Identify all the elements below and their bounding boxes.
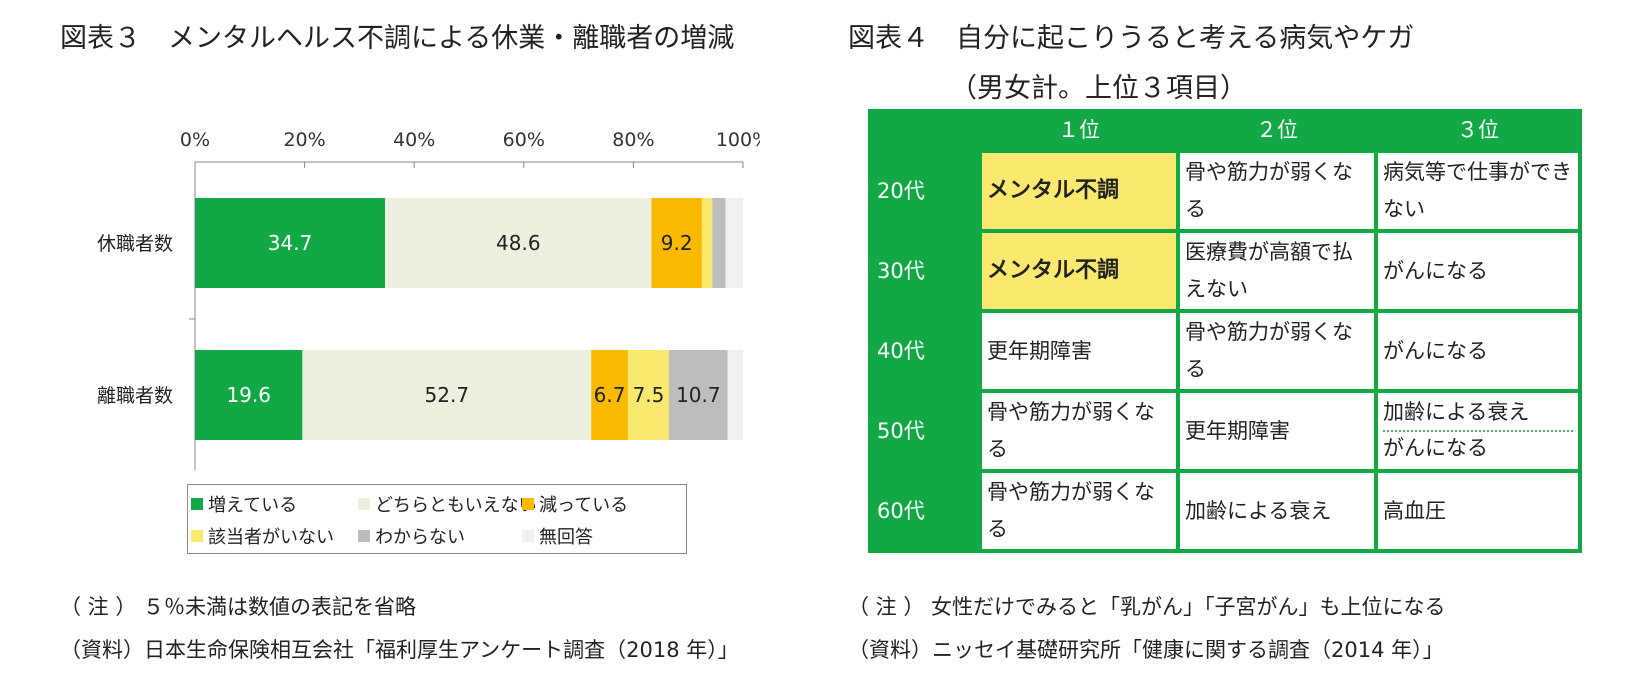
rank-3-cell: 高血圧 (1374, 469, 1582, 553)
rank-3-item-b: がんになる (1383, 436, 1488, 460)
chart-legend: 増えている どちらともいえない 減っている 該当者がいない わからない 無回答 (187, 484, 687, 554)
x-tick-label: 80% (612, 129, 654, 151)
fig3-note: （ 注 ） ５％未満は数値の表記を省略 (60, 595, 417, 619)
table-row-40s: 40代 更年期障害 骨や筋力が弱くなる がんになる (868, 309, 1582, 393)
x-tick-label: 20% (283, 129, 325, 151)
bar-segment (627, 350, 670, 440)
table-row-60s: 60代 骨や筋力が弱くなる 加齢による衰え 高血圧 (868, 469, 1582, 553)
category-label: 休職者数 (97, 233, 173, 255)
x-tick-label: 100% (716, 129, 760, 151)
x-tick-label: 60% (503, 129, 545, 151)
rank-2-cell: 骨や筋力が弱くなる (1176, 309, 1378, 393)
rank-2-cell: 骨や筋力が弱くなる (1176, 149, 1378, 233)
legend-label-decreasing: 減っている (539, 495, 629, 516)
rank-3-cell: がんになる (1374, 309, 1582, 393)
fig4-source: （資料）ニッセイ基礎研究所「健康に関する調査（2014 年）」 (848, 638, 1444, 662)
rank-1-cell: メンタル不調 (978, 229, 1180, 313)
fig4-title: 図表４ 自分に起こりうると考える病気やケガ (848, 23, 1415, 54)
age-cell: 40代 (868, 309, 982, 393)
bar-segment (727, 350, 743, 440)
rank-2-cell: 加齢による衰え (1176, 469, 1378, 553)
category-label: 離職者数 (97, 385, 173, 407)
rank-1-cell: メンタル不調 (978, 149, 1180, 233)
rank-2-cell: 医療費が高額で払えない (1176, 229, 1378, 313)
legend-label-none: 該当者がいない (208, 527, 334, 548)
legend-swatch-none (191, 530, 203, 542)
legend-swatch-unknown (358, 530, 370, 542)
x-tick-label: 0% (180, 129, 210, 151)
header-rank-3: ３位 (1374, 109, 1582, 153)
data-label: 7.5 (633, 383, 665, 407)
bar-segment (591, 350, 628, 440)
bar-segment (669, 350, 728, 440)
legend-label-unknown: わからない (375, 527, 465, 548)
bar-segment (701, 198, 713, 288)
legend-item-increasing: 増えている (191, 491, 297, 517)
legend-item-neutral: どちらともいえない (358, 491, 537, 517)
rank-2-cell: 更年期障害 (1176, 389, 1378, 473)
header-rank-1: １位 (978, 109, 1180, 153)
legend-item-no-answer: 無回答 (522, 523, 593, 549)
rank-3-item-a: 加齢による衰え (1383, 396, 1573, 432)
header-rank-2: ２位 (1176, 109, 1378, 153)
data-label: 6.7 (594, 383, 626, 407)
bar-segment (651, 198, 702, 288)
legend-swatch-no-answer (522, 530, 534, 542)
table-row-20s: 20代 メンタル不調 骨や筋力が弱くなる 病気等で仕事ができない (868, 149, 1582, 233)
rank-1-cell: 骨や筋力が弱くなる (978, 389, 1180, 473)
data-label: 34.7 (268, 231, 313, 255)
legend-label-increasing: 増えている (208, 495, 298, 516)
legend-label-no-answer: 無回答 (539, 527, 593, 548)
stacked-bar-chart: 0% 20% 40% 60% 80% 100% 休職者数 34.7 48.6 9.2 離職者数 19.… (97, 129, 760, 470)
age-cell: 50代 (868, 389, 982, 473)
fig3-title: 図表３ メンタルヘルス不調による休業・離職者の増減 (60, 23, 735, 54)
data-label: 9.2 (661, 231, 693, 255)
bar-segment (195, 350, 303, 440)
bar-segment (385, 198, 652, 288)
bar-segment (195, 198, 386, 288)
age-cell: 60代 (868, 469, 982, 553)
ranking-table: １位 ２位 ３位 20代 メンタル不調 骨や筋力が弱くなる 病気等で仕事ができな… (868, 109, 1582, 553)
legend-item-decreasing: 減っている (522, 491, 628, 517)
rank-1-cell: 更年期障害 (978, 309, 1180, 393)
age-cell: 20代 (868, 149, 982, 233)
table-row-30s: 30代 メンタル不調 医療費が高額で払えない がんになる (868, 229, 1582, 313)
bar-segment (712, 198, 726, 288)
legend-item-none: 該当者がいない (191, 523, 334, 549)
x-tick-label: 40% (393, 129, 435, 151)
rank-3-cell: がんになる (1374, 229, 1582, 313)
legend-label-neutral: どちらともいえない (375, 495, 537, 516)
rank-3-cell: 加齢による衰え がんになる (1374, 389, 1582, 473)
data-label: 10.7 (676, 383, 721, 407)
fig3-source: （資料）日本生命保険相互会社「福利厚生アンケート調査（2018 年）」 (60, 638, 739, 662)
data-label: 52.7 (425, 383, 470, 407)
bar-segment (302, 350, 592, 440)
bar-segment (725, 198, 743, 288)
data-label: 19.6 (226, 383, 271, 407)
legend-swatch-increasing (191, 498, 203, 510)
fig4-subtitle: （男女計。上位３項目） (950, 73, 1247, 104)
legend-swatch-neutral (358, 498, 370, 510)
legend-item-unknown: わからない (358, 523, 465, 549)
age-cell: 30代 (868, 229, 982, 313)
rank-1-cell: 骨や筋力が弱くなる (978, 469, 1180, 553)
legend-swatch-decreasing (522, 498, 534, 510)
table-row-50s: 50代 骨や筋力が弱くなる 更年期障害 加齢による衰え がんになる (868, 389, 1582, 473)
header-corner (868, 109, 982, 153)
table-header-row: １位 ２位 ３位 (868, 109, 1582, 153)
fig4-note: （ 注 ） 女性だけでみると「乳がん」「子宮がん」も上位になる (848, 595, 1446, 619)
data-label: 48.6 (496, 231, 541, 255)
rank-3-cell: 病気等で仕事ができない (1374, 149, 1582, 233)
